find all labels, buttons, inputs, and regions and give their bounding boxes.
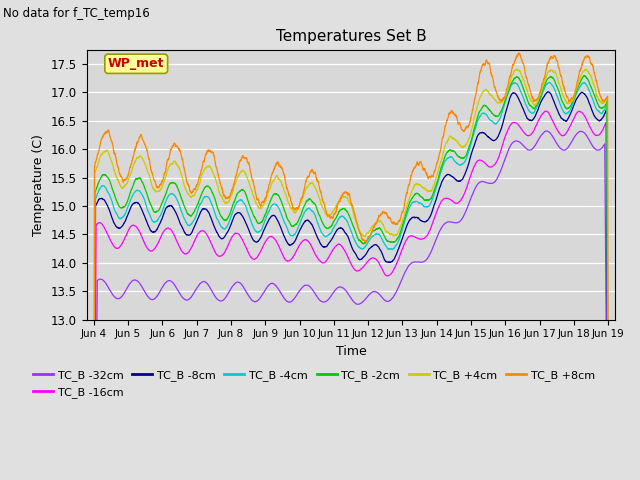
Text: WP_met: WP_met xyxy=(108,57,164,70)
Legend: TC_B -32cm, TC_B -16cm, TC_B -8cm, TC_B -4cm, TC_B -2cm, TC_B +4cm, TC_B +8cm: TC_B -32cm, TC_B -16cm, TC_B -8cm, TC_B … xyxy=(29,366,599,402)
Text: No data for f_TC_temp16: No data for f_TC_temp16 xyxy=(3,7,150,20)
Title: Temperatures Set B: Temperatures Set B xyxy=(276,29,426,44)
X-axis label: Time: Time xyxy=(335,345,366,358)
Y-axis label: Temperature (C): Temperature (C) xyxy=(33,134,45,236)
